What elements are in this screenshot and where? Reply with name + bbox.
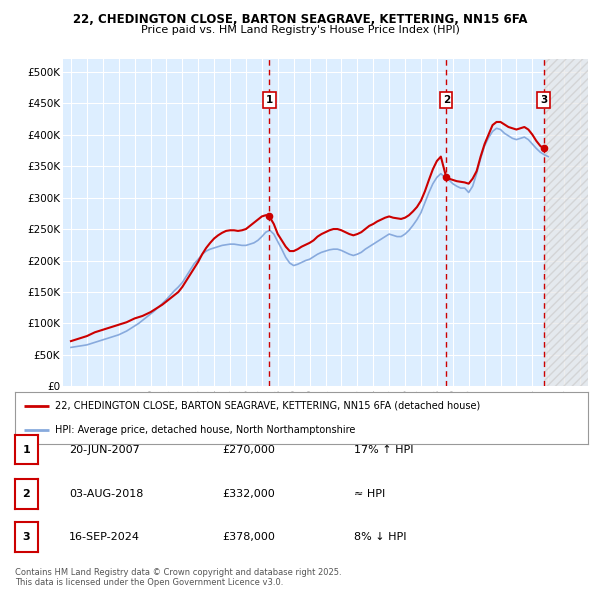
Text: 22, CHEDINGTON CLOSE, BARTON SEAGRAVE, KETTERING, NN15 6FA: 22, CHEDINGTON CLOSE, BARTON SEAGRAVE, K… <box>73 13 527 26</box>
Text: 3: 3 <box>540 95 547 105</box>
Text: Contains HM Land Registry data © Crown copyright and database right 2025.
This d: Contains HM Land Registry data © Crown c… <box>15 568 341 587</box>
Text: 20-JUN-2007: 20-JUN-2007 <box>69 445 140 454</box>
Text: 3: 3 <box>23 532 30 542</box>
Text: 1: 1 <box>266 95 273 105</box>
Text: ≈ HPI: ≈ HPI <box>354 489 385 499</box>
Text: £332,000: £332,000 <box>222 489 275 499</box>
Text: 16-SEP-2024: 16-SEP-2024 <box>69 532 140 542</box>
Text: Price paid vs. HM Land Registry's House Price Index (HPI): Price paid vs. HM Land Registry's House … <box>140 25 460 35</box>
Text: 1: 1 <box>23 445 30 454</box>
Text: 17% ↑ HPI: 17% ↑ HPI <box>354 445 413 454</box>
Text: £270,000: £270,000 <box>222 445 275 454</box>
Text: 8% ↓ HPI: 8% ↓ HPI <box>354 532 407 542</box>
Text: HPI: Average price, detached house, North Northamptonshire: HPI: Average price, detached house, Nort… <box>55 425 355 435</box>
Text: £378,000: £378,000 <box>222 532 275 542</box>
Bar <box>544 59 588 386</box>
Text: 2: 2 <box>23 489 30 499</box>
Text: 03-AUG-2018: 03-AUG-2018 <box>69 489 143 499</box>
Text: 22, CHEDINGTON CLOSE, BARTON SEAGRAVE, KETTERING, NN15 6FA (detached house): 22, CHEDINGTON CLOSE, BARTON SEAGRAVE, K… <box>55 401 481 411</box>
Text: 2: 2 <box>443 95 450 105</box>
